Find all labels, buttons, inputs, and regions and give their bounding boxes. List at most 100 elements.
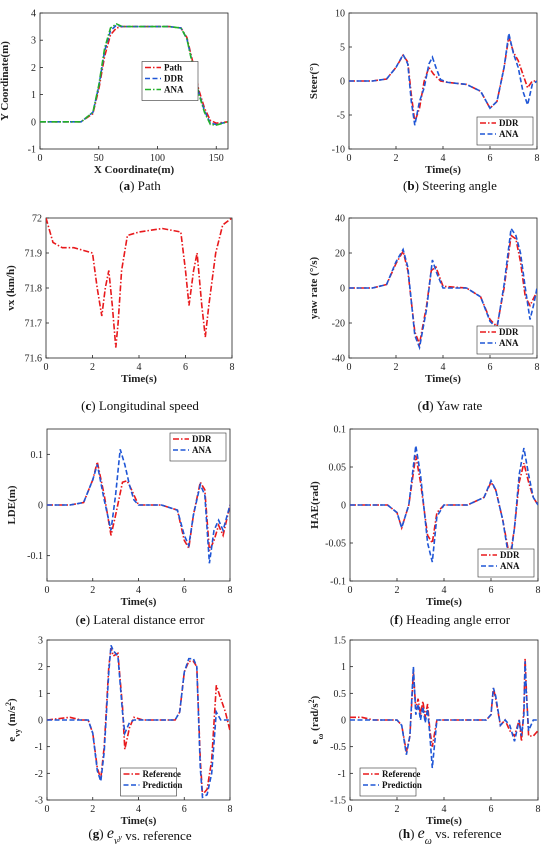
series-line-ana xyxy=(349,226,537,351)
legend-label: Reference xyxy=(143,769,181,779)
y-tick-label: 0 xyxy=(31,117,36,128)
x-tick-label: 4 xyxy=(136,804,141,815)
x-tick-label: 0 xyxy=(348,804,353,815)
x-tick-label: 4 xyxy=(441,362,446,373)
y-tick-label: -0.05 xyxy=(325,539,346,550)
y-axis-label: yaw rate (°/s) xyxy=(308,256,320,319)
x-axis-label: Time(s) xyxy=(425,373,461,385)
y-tick-label: 71.8 xyxy=(25,284,43,295)
chart-d: 0 2 4 6 8 -40 -20 0 20 40 Time(s) yaw rate (°/s) DDR… xyxy=(308,214,540,414)
x-tick-label: 150 xyxy=(209,153,224,164)
caption: (e) Lateral distance error xyxy=(76,612,206,627)
series-line-ddr xyxy=(349,36,537,123)
x-tick-label: 0 xyxy=(45,804,50,815)
chart-f: 0 2 4 6 8 -0.1 -0.05 0 0.05 0.1 Time(s) HAE(rad) DDR… xyxy=(309,425,541,628)
plot-frame xyxy=(45,217,233,359)
legend-label: Path xyxy=(164,63,182,73)
y-tick-label: 10 xyxy=(335,9,345,20)
x-tick-label: 0 xyxy=(44,362,49,373)
x-axis-label: Time(s) xyxy=(425,164,461,176)
x-tick-label: 8 xyxy=(536,585,541,596)
legend-label: DDR xyxy=(500,550,520,560)
legend-label: ANA xyxy=(499,338,519,348)
y-tick-label: 1 xyxy=(31,90,36,101)
y-tick-label: -1 xyxy=(28,145,36,156)
legend-box xyxy=(359,767,417,797)
caption: (c) Longitudinal speed xyxy=(81,398,199,413)
y-tick-label: 0 xyxy=(341,501,346,512)
x-tick-label: 4 xyxy=(442,804,447,815)
y-tick-label: 71.6 xyxy=(25,354,43,365)
x-tick-label: 8 xyxy=(228,804,233,815)
y-tick-label: -5 xyxy=(337,111,345,122)
x-axis-label: Time(s) xyxy=(426,596,462,608)
x-axis-label: Time(s) xyxy=(121,373,157,385)
x-tick-label: 6 xyxy=(489,585,494,596)
x-tick-label: 4 xyxy=(137,362,142,373)
x-tick-label: 2 xyxy=(395,585,400,596)
x-tick-label: 0 xyxy=(38,153,43,164)
caption: (d) Yaw rate xyxy=(418,398,483,413)
chart-g: 0 2 4 6 8 -3 -2 -1 0 1 2 3 Time(s) evy (m/s2) Referenc… xyxy=(4,636,233,847)
series-line-reference xyxy=(47,647,230,797)
x-tick-label: 2 xyxy=(394,362,399,373)
y-tick-label: 0 xyxy=(38,716,43,727)
y-tick-label: 72 xyxy=(32,214,42,225)
y-tick-label: 1 xyxy=(38,689,43,700)
y-tick-label: -1 xyxy=(338,769,346,780)
chart-c: 0 2 4 6 8 71.6 71.7 71.8 71.9 72 Time(s) vx (km/h) (… xyxy=(5,214,235,414)
y-tick-label: 0 xyxy=(340,284,345,295)
x-tick-label: 6 xyxy=(183,362,188,373)
y-tick-label: 2 xyxy=(38,662,43,673)
x-tick-label: 8 xyxy=(535,153,540,164)
y-tick-label: 4 xyxy=(31,9,36,20)
y-tick-label: -40 xyxy=(332,354,345,365)
legend-label: DDR xyxy=(192,434,212,444)
x-tick-label: 2 xyxy=(90,362,95,373)
legend-label: ANA xyxy=(192,445,212,455)
legend-box xyxy=(477,548,535,578)
y-axis-label: Steer(°) xyxy=(308,63,320,99)
x-tick-label: 6 xyxy=(488,362,493,373)
x-tick-label: 2 xyxy=(394,153,399,164)
y-tick-label: 0 xyxy=(340,77,345,88)
y-tick-label: 0.05 xyxy=(329,463,347,474)
y-tick-label: -1 xyxy=(35,742,43,753)
series-line-prediction xyxy=(47,644,230,799)
y-tick-label: 1.5 xyxy=(334,636,347,647)
x-tick-label: 8 xyxy=(535,362,540,373)
legend-label: Prediction xyxy=(382,780,422,790)
y-tick-label: 20 xyxy=(335,249,345,260)
caption: (g) evy vs. reference xyxy=(88,825,191,847)
x-tick-label: 6 xyxy=(182,804,187,815)
legend-label: ANA xyxy=(164,85,184,95)
caption: (b) Steering angle xyxy=(403,178,497,193)
y-tick-label: -10 xyxy=(332,145,345,156)
x-axis-label: Time(s) xyxy=(426,815,462,827)
y-tick-label: 0.5 xyxy=(334,689,347,700)
y-tick-label: 3 xyxy=(31,36,36,47)
legend-label: ANA xyxy=(500,561,520,571)
y-tick-label: 3 xyxy=(38,636,43,647)
x-tick-label: 4 xyxy=(136,585,141,596)
legend-box xyxy=(169,432,227,462)
x-axis-label: Time(s) xyxy=(121,596,157,608)
y-tick-label: -3 xyxy=(35,796,43,807)
x-axis-label: Time(s) xyxy=(121,815,157,827)
y-tick-label: -0.1 xyxy=(330,577,346,588)
x-tick-label: 6 xyxy=(182,585,187,596)
x-tick-label: 6 xyxy=(488,153,493,164)
series-line-vx xyxy=(46,218,232,348)
y-tick-label: 71.9 xyxy=(25,249,43,260)
plot-frame xyxy=(39,12,229,150)
caption: (f) Heading angle error xyxy=(390,612,511,627)
x-tick-label: 0 xyxy=(348,585,353,596)
